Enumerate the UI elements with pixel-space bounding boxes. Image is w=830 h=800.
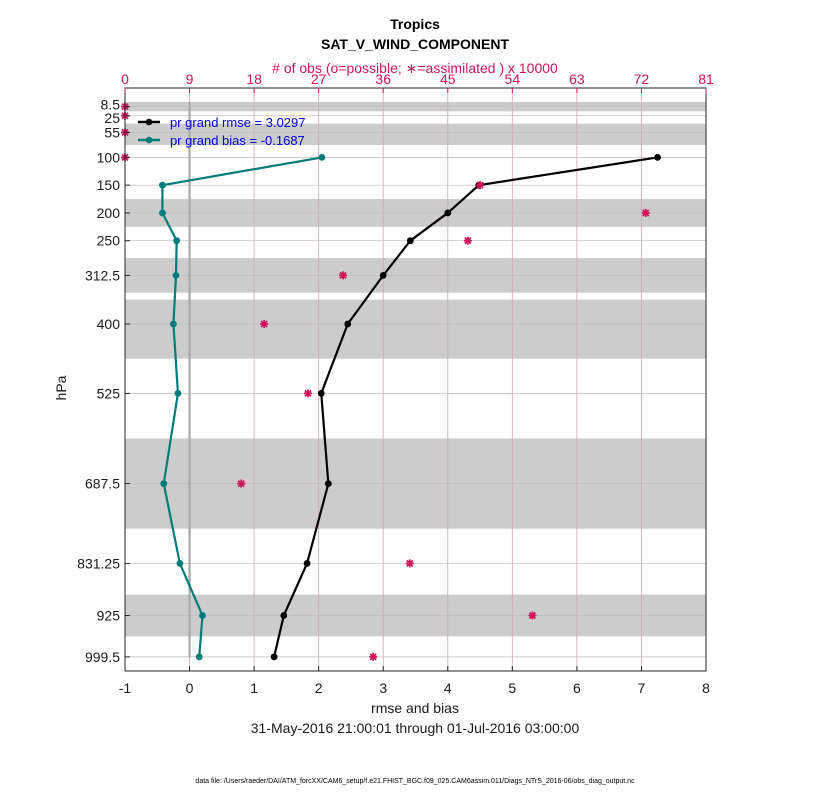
obs-star-center [407,561,412,566]
bottom-tick-label-1: 0 [186,680,194,696]
obs-assimilated-marker-6 [463,236,472,245]
series-1-point-4 [172,271,180,279]
shaded-band-4 [125,299,706,359]
series-0-point-5 [344,320,352,328]
legend-rmse-marker [145,118,153,126]
obs-assimilated-marker-5 [641,208,650,217]
chart-title: Tropics [390,16,440,32]
bottom-axis: -1 0 1 2 3 4 5 6 7 8 [119,666,710,696]
series-1-point-1 [159,181,166,189]
legend: pr grand rmse = 3.0297 pr grand bias = -… [138,115,306,148]
obs-star-center [261,321,267,327]
top-tick-label-3: 27 [311,71,327,87]
obs-assimilated-marker-7 [339,271,348,280]
obs-assimilated-marker-4 [476,181,485,190]
obs-assimilated-marker-8 [260,319,269,328]
bottom-tick-label-5: 4 [444,680,452,696]
series-0-point-3 [406,237,414,245]
legend-bias-label: pr grand bias = -0.1687 [170,133,305,148]
obs-assimilated-marker-10 [237,479,246,488]
left-tick-label-12: 925 [97,607,121,623]
obs-star-center [340,273,346,278]
left-tick-label-6: 250 [97,233,121,249]
obs-assimilated-marker-11 [405,559,414,568]
left-tick-label-8: 400 [97,316,121,332]
bottom-tick-label-3: 2 [315,680,323,696]
obs-assimilated-marker-12 [528,611,537,620]
top-tick-label-8: 72 [634,71,650,87]
series-0-point-6 [317,389,325,397]
x-axis-label: rmse and bias [371,700,459,716]
series-0-point-0 [654,154,661,161]
obs-star-center [239,481,244,486]
obs-star-center [370,654,376,660]
series-1-point-8 [176,560,184,567]
obs-star-center [305,391,311,396]
series-1-point-10 [195,653,203,661]
left-tick-label-7: 312.5 [85,267,120,283]
series-0-point-8 [303,560,311,567]
left-tick-label-13: 999.5 [85,649,120,665]
top-tick-label-2: 18 [246,71,262,87]
top-tick-label-7: 63 [569,71,585,87]
bottom-tick-label-7: 6 [573,680,581,696]
bottom-tick-label-2: 1 [250,680,258,696]
series-1-point-5 [170,320,177,328]
series-1-point-3 [173,237,181,245]
top-tick-label-1: 9 [186,71,194,87]
bottom-tick-label-0: -1 [119,680,132,696]
top-tick-label-6: 54 [505,71,521,87]
top-tick-label-9: 81 [698,71,714,87]
series-1-point-2 [159,209,166,217]
top-tick-label-0: 0 [121,71,129,87]
obs-star-center [530,613,535,618]
obs-assimilated-marker-9 [303,389,312,398]
left-tick-label-5: 200 [97,205,121,221]
bottom-tick-label-6: 5 [508,680,516,696]
series-1-point-7 [160,480,168,488]
top-tick-label-5: 45 [440,71,456,87]
left-tick-label-2: 55 [104,124,120,140]
obs-assimilated-marker-13 [369,652,378,661]
chart-subtitle: SAT_V_WIND_COMPONENT [321,36,509,52]
y-axis-label: hPa [53,375,69,400]
left-tick-label-3: 100 [97,149,121,165]
top-axis: 0 9 18 27 36 45 54 63 72 81 [121,71,714,93]
series-0-point-7 [324,480,332,488]
left-tick-label-10: 687.5 [85,476,120,492]
left-tick-label-11: 831.25 [77,555,120,571]
obs-star-center [477,182,483,188]
series-0-point-2 [444,209,452,217]
shaded-band-1 [125,123,706,145]
top-tick-label-4: 36 [375,71,391,87]
series-1-point-6 [174,389,182,397]
bottom-tick-label-9: 8 [702,680,710,696]
series-1-point-9 [199,612,206,619]
bottom-tick-label-8: 7 [638,680,646,696]
obs-star-center [465,238,471,243]
left-tick-label-9: 525 [97,385,121,401]
left-tick-label-0: 8.5 [101,97,121,113]
legend-bias-marker [145,136,153,144]
plot-frame [124,87,707,672]
series-0-point-4 [379,271,387,279]
footer-file-path: data file: /Users/raeder/DAI/ATM_forcXX/… [195,778,635,785]
series-lines [159,154,661,661]
left-tick-label-1: 25 [104,110,120,126]
bottom-tick-label-4: 3 [379,680,387,696]
top-axis-label: # of obs (o=possible; ∗=assimilated ) x … [272,60,558,76]
obs-star-center [643,210,648,216]
series-1-point-0 [318,154,326,161]
date-range: 31-May-2016 21:00:01 through 01-Jul-2016… [251,720,580,736]
left-tick-label-4: 150 [97,177,121,193]
series-0-point-9 [280,612,288,619]
legend-rmse-label: pr grand rmse = 3.0297 [170,115,306,130]
series-0-point-10 [270,653,278,661]
